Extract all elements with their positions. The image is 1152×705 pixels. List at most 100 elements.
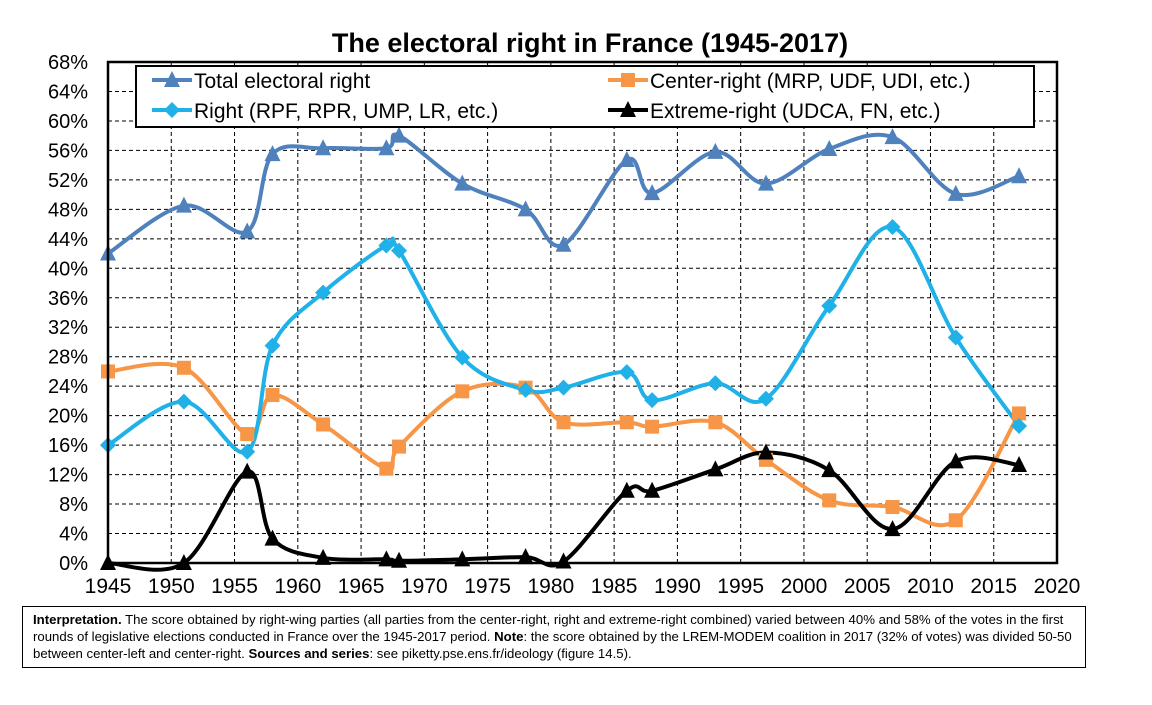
extreme-right-point [884,520,901,537]
extreme-right-point [315,548,332,565]
right-point [315,284,332,301]
y-tick-label: 68% [48,52,88,74]
legend: Total electoral right Center-right (MRP, … [135,65,1035,128]
series-markers [100,126,1028,570]
legend-label-center-right: Center-right (MRP, UDF, UDI, etc.) [650,70,971,93]
y-axis-ticks: 0% 4% 8% 12% 16% 20% 24% 28% 32% 36% 40% 44% 48% 52% 5… [48,52,88,575]
y-tick-label: 32% [48,317,88,339]
x-tick-label: 2015 [970,575,1017,598]
note-interpretation-label: Interpretation. [33,612,122,627]
center-right-point [379,461,394,476]
x-tick-label: 1975 [464,575,511,598]
extreme-right-point [947,452,964,469]
extreme-right-point [618,481,635,498]
center-right-point [316,417,331,432]
note-text-3: : see piketty.pse.ens.fr/ideology (figur… [369,646,632,661]
right-point [757,390,774,407]
right-point [175,393,192,410]
center-right-point [948,513,963,528]
center-right-point [885,500,900,515]
total-right-point [378,139,395,156]
total-right-point [1011,167,1028,184]
x-tick-label: 2000 [781,575,828,598]
chart-title: The electoral right in France (1945-2017… [331,28,849,58]
right-point [618,364,635,381]
y-tick-label: 4% [59,524,88,546]
total-right-point [757,174,774,191]
right-point [517,381,534,398]
y-tick-label: 36% [48,288,88,310]
total-right-point [454,174,471,191]
legend-marker-extreme-right [620,101,636,117]
y-tick-label: 56% [48,140,88,162]
y-tick-label: 28% [48,347,88,369]
extreme-right-line [107,450,1020,572]
interpretation-note: Interpretation. The score obtained by ri… [22,606,1086,668]
legend-label-extreme-right: Extreme-right (UDCA, FN, etc.) [650,100,941,123]
x-tick-label: 1985 [591,575,638,598]
legend-marker-right [164,102,180,118]
total-right-point [239,222,256,239]
center-right-point [1012,406,1027,421]
x-tick-label: 2010 [907,575,954,598]
y-tick-label: 64% [48,81,88,103]
y-tick-label: 24% [48,376,88,398]
legend-label-total-right: Total electoral right [194,70,370,93]
note-text-1: The score obtained by right-wing parties… [33,612,1064,644]
extreme-right-point [264,529,281,546]
total-right-point [315,139,332,156]
x-tick-label: 1955 [211,575,258,598]
y-tick-label: 16% [48,435,88,457]
y-tick-label: 52% [48,170,88,192]
extreme-right-point [1011,456,1028,473]
extreme-right-point [644,481,661,498]
extreme-right-point [757,443,774,460]
y-tick-label: 40% [48,258,88,280]
y-tick-label: 0% [59,553,88,575]
x-tick-label: 1960 [274,575,321,598]
gridlines [108,62,1057,563]
legend-marker-center-right [621,73,635,87]
center-right-point [708,415,723,430]
x-axis-ticks: 1945 1950 1955 1960 1965 1970 1975 1980 1985 1990… [85,575,1081,598]
y-tick-label: 60% [48,111,88,133]
total-right-point [884,128,901,145]
x-tick-label: 1965 [338,575,385,598]
center-right-point [176,360,191,375]
total-right-point [517,200,534,217]
extreme-right-point [555,552,572,569]
y-tick-label: 44% [48,229,88,251]
right-point [707,375,724,392]
x-tick-label: 1995 [717,575,764,598]
center-right-point [645,419,660,434]
right-point [239,443,256,460]
y-tick-label: 12% [48,465,88,487]
legend-box [135,65,1035,128]
total-right-point [264,145,281,162]
center-right-point [556,415,571,430]
right-point [555,379,572,396]
plot-area-frame [106,60,1059,565]
y-tick-label: 48% [48,199,88,221]
total-right-line [106,132,1020,256]
right-point [644,392,661,409]
right-point [378,237,395,254]
x-tick-label: 1990 [654,575,701,598]
right-point [821,297,838,314]
right-point [264,337,281,354]
total-right-point [555,235,572,252]
right-point [391,242,408,259]
right-point [454,349,471,366]
y-tick-label: 8% [59,494,88,516]
y-tick-label: 20% [48,406,88,428]
right-point [1011,417,1028,434]
center-right-point [455,384,470,399]
total-right-point [644,184,661,201]
x-tick-label: 1950 [148,575,195,598]
total-right-point [618,150,635,167]
line-chart: 0% 4% 8% 12% 16% 20% 24% 28% 32% 36% 40% 44% 48% 52% 5… [48,52,1081,598]
x-tick-label: 2020 [1034,575,1081,598]
x-tick-label: 1970 [401,575,448,598]
total-right-point [175,196,192,213]
right-line [106,225,1021,455]
